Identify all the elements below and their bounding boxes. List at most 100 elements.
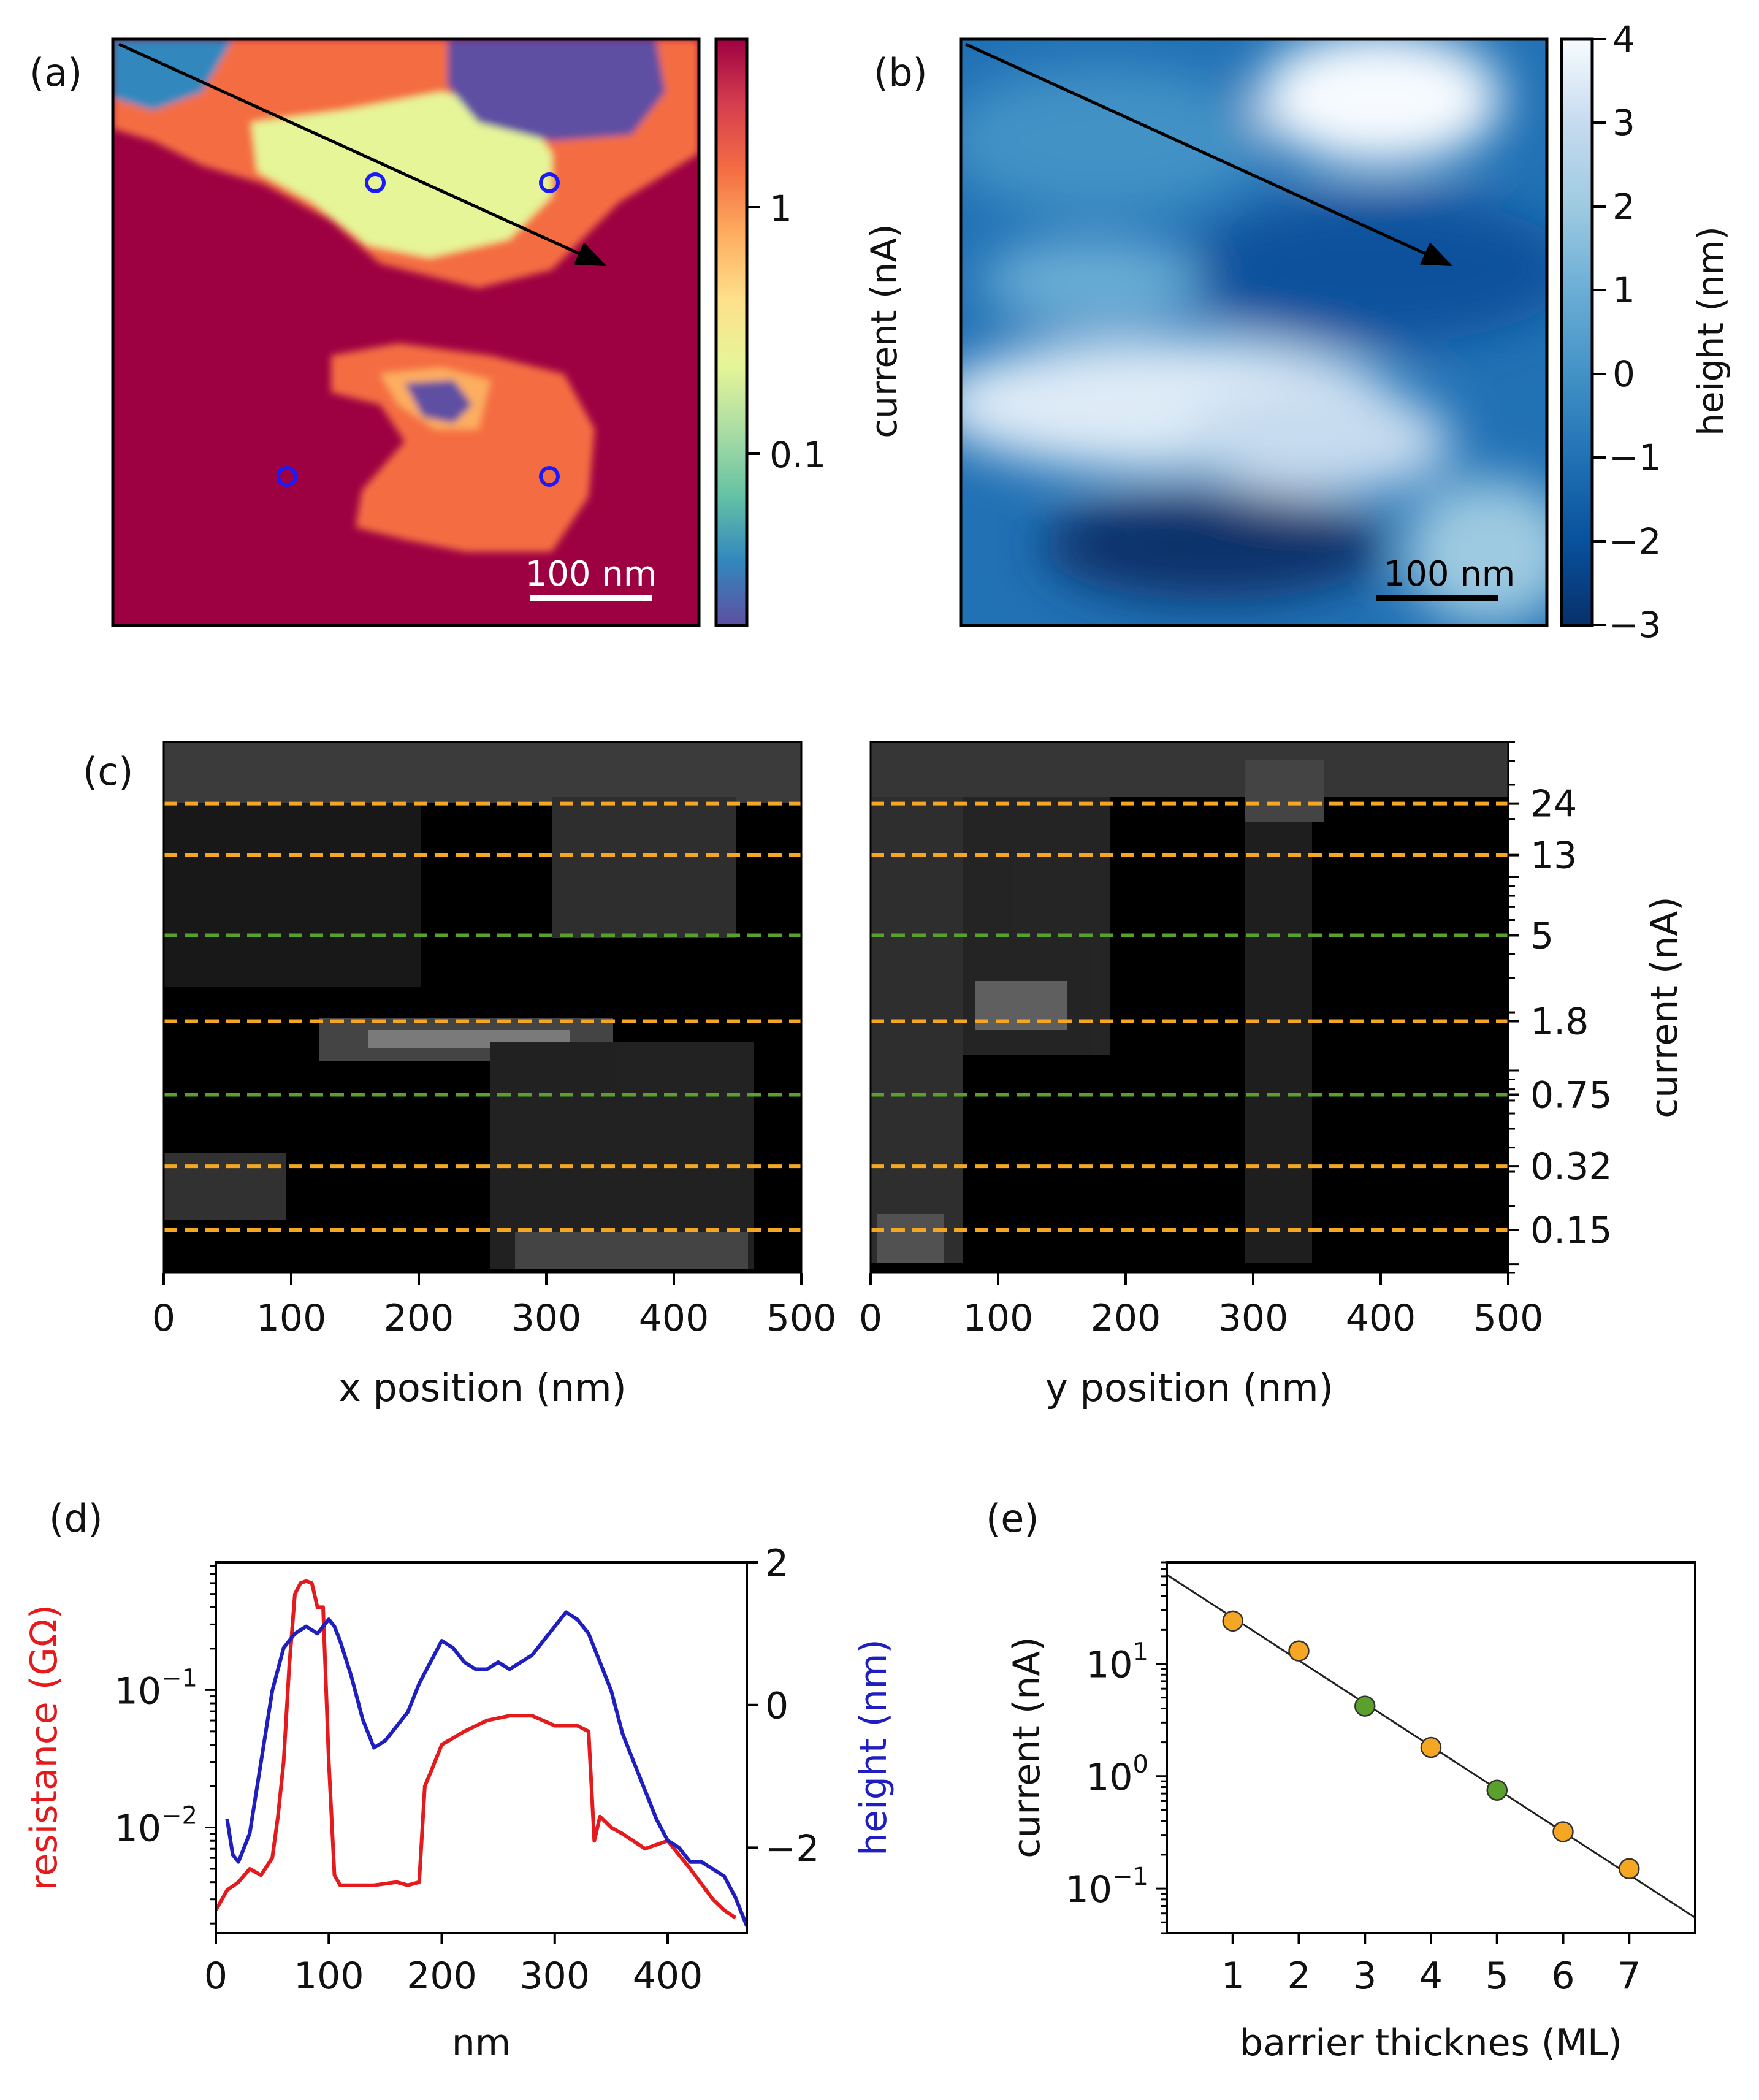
e-ylabel: current (nA)	[1005, 1636, 1048, 1858]
colorbar-a-tick-label: 1	[769, 188, 792, 229]
colorbar-b-tick-label: 2	[1612, 186, 1635, 227]
panel-label-d: (d)	[49, 1496, 103, 1541]
height-bright-top	[1257, 39, 1502, 166]
d-series	[216, 1579, 747, 1927]
e-xtick-label: 5	[1486, 1955, 1509, 1998]
d-plot: 0 100 200 300 400 10−1 10−2 2 0 −2	[115, 1542, 820, 1998]
colorbar-b-tick-label: 1	[1612, 269, 1635, 311]
scalebar-b	[1376, 595, 1498, 601]
histogram-y-frame	[869, 741, 1509, 1274]
d-xtick-label: 200	[406, 1955, 477, 1998]
e-xtick-label: 1	[1221, 1955, 1245, 1998]
data-point	[1619, 1858, 1640, 1880]
c-xtick-label: 300	[511, 1297, 582, 1340]
levels-left	[164, 801, 801, 1232]
texture-band	[1245, 797, 1312, 1263]
d-ytick-right-label: 0	[765, 1685, 788, 1728]
c-ytick-label: 5	[1530, 915, 1554, 958]
c-xtick-label: 0	[152, 1297, 175, 1340]
current-map-marker	[539, 466, 560, 487]
scalebar-a	[530, 595, 652, 601]
height-map-features	[961, 39, 1547, 625]
data-point	[1420, 1736, 1442, 1758]
height-dark-bottom	[1042, 491, 1386, 601]
d-xtick-label: 300	[520, 1955, 590, 1998]
d-ylabel-left: resistance (GΩ)	[23, 1605, 66, 1890]
levels-right	[871, 801, 1508, 1232]
texture-band	[877, 1214, 944, 1263]
c-xtick-label: 0	[859, 1297, 882, 1340]
c-axes: 0 100 200 300 400 500 0 100 200 300 400 500 24 13 5 1.8…	[152, 741, 1612, 1340]
c-ytick-label: 0.75	[1530, 1074, 1612, 1117]
height-map: 100 nm	[961, 39, 1547, 625]
panel-label-c: (c)	[83, 749, 133, 794]
height-map-frame	[959, 37, 1549, 627]
e-xtick-label: 6	[1551, 1955, 1574, 1998]
height-dark-band	[1183, 196, 1547, 343]
d-xtick-label: 400	[633, 1955, 703, 1998]
d-frame	[215, 1561, 748, 1934]
current-map-marker	[277, 466, 297, 487]
texture-band	[164, 803, 421, 987]
texture-band	[164, 742, 801, 803]
data-point	[1222, 1610, 1243, 1632]
c-ytick-label: 0.32	[1530, 1145, 1612, 1188]
c-ytick-label: 24	[1530, 783, 1577, 826]
colorbar-b	[1560, 37, 1594, 627]
d-ytick-left-label: 10−1	[115, 1664, 197, 1712]
e-xtick-label: 7	[1617, 1955, 1641, 1998]
colorbar-a	[714, 37, 749, 627]
d-xtick-label: 100	[294, 1955, 364, 1998]
d-ytick-right-label: 2	[765, 1542, 788, 1585]
d-ytick-right-label: −2	[765, 1827, 819, 1870]
d-ytick-left-exponent: −1	[161, 1664, 197, 1692]
colorbar-b-tick-label: −1	[1609, 437, 1662, 478]
panel-label-e: (e)	[986, 1496, 1039, 1541]
histogram-y	[871, 742, 1508, 1273]
e-ytick-label: 100	[1086, 1751, 1148, 1799]
height-light-left	[981, 239, 1202, 325]
panel-label-b: (b)	[874, 50, 928, 95]
e-xtick-label: 2	[1287, 1955, 1310, 1998]
height-bright-band-right	[1183, 386, 1453, 497]
colorbar-b-label: height (nm)	[1690, 226, 1731, 436]
colorbar-b-tick-label: 3	[1612, 102, 1635, 143]
scalebar-label-a: 100 nm	[525, 554, 657, 594]
c-xtick-label: 200	[384, 1297, 454, 1340]
height-line	[225, 1610, 747, 1927]
current-map-regions	[113, 39, 699, 552]
e-ytick-label: 10−1	[1066, 1863, 1148, 1911]
colorbar-b-ticks	[1592, 38, 1606, 626]
d-xtick-label: 0	[204, 1955, 227, 1998]
region-purple-lower	[405, 380, 472, 423]
colorbar-b-tick-label: −3	[1609, 604, 1662, 646]
d-ytick-left-label: 10−2	[115, 1801, 197, 1850]
c-xtick-label: 500	[1473, 1297, 1544, 1340]
region-green-upper	[113, 39, 233, 110]
data-point	[1288, 1640, 1310, 1662]
data-point	[1552, 1821, 1574, 1842]
c-xtick-label: 400	[1346, 1297, 1416, 1340]
e-ytick-label: 101	[1086, 1638, 1148, 1687]
height-map-scan-arrow	[964, 42, 1453, 267]
c-xtick-label: 200	[1091, 1297, 1161, 1340]
histogram-x-frame	[162, 741, 803, 1274]
e-xlabel: barrier thicknes (ML)	[1240, 2022, 1622, 2064]
c-xtick-label: 500	[766, 1297, 837, 1340]
d-ytick-left-exponent: −2	[161, 1801, 197, 1830]
texture-band	[552, 797, 736, 938]
c-xtick-label: 100	[963, 1297, 1034, 1340]
current-map-scan-arrow	[118, 42, 607, 267]
c-xtick-label: 400	[639, 1297, 709, 1340]
c-ytick-label: 13	[1530, 834, 1577, 877]
data-point	[1486, 1779, 1508, 1801]
current-map-frame	[111, 37, 701, 627]
histogram-x	[164, 742, 801, 1273]
c-xlabel-left: x position (nm)	[338, 1365, 627, 1410]
c-xtick-label: 100	[256, 1297, 327, 1340]
e-ytick-exponent: 0	[1133, 1751, 1148, 1779]
colorbar-a-tick-label: 0.1	[769, 434, 826, 476]
